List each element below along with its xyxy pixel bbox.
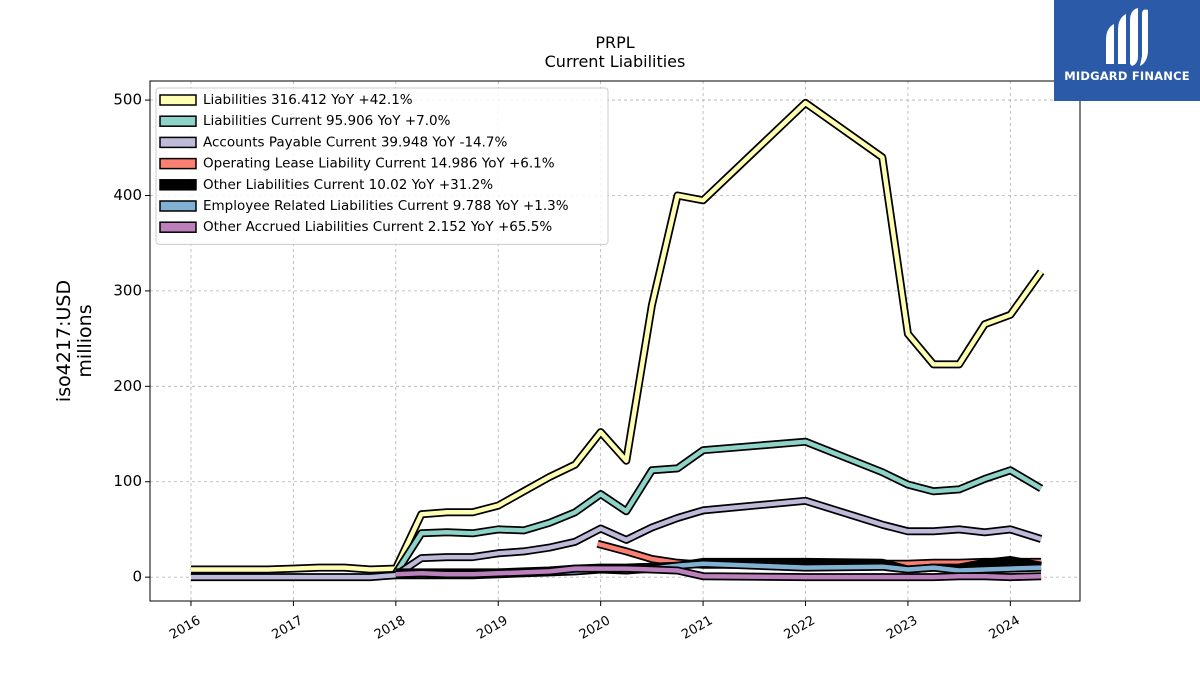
legend-label: Liabilities Current 95.906 YoY +7.0% [203, 113, 451, 129]
brand-name: MIDGARD FINANCE [1064, 69, 1190, 83]
x-tick-label: 2021 [679, 613, 715, 643]
legend-label: Operating Lease Liability Current 14.986… [203, 156, 555, 172]
series-line [393, 439, 1043, 575]
x-tick-label: 2024 [987, 613, 1023, 643]
x-tick-label: 2022 [782, 613, 818, 643]
legend-frame [155, 87, 609, 245]
x-tick-label: 2016 [167, 613, 203, 643]
legend-label: Other Liabilities Current 10.02 YoY +31.… [203, 177, 493, 193]
y-axis-label: iso4217:USD [53, 280, 75, 402]
legend-swatch [159, 179, 197, 191]
chart-subtitle: Current Liabilities [545, 52, 686, 71]
series-lines [191, 98, 1045, 582]
brand-mark-icon [1106, 8, 1148, 66]
y-tick-label: 0 [132, 568, 142, 586]
x-tick-label: 2019 [474, 613, 510, 643]
legend-swatch [159, 115, 197, 127]
series-line [191, 100, 1043, 572]
legend-swatch [159, 221, 197, 233]
legend-label: Other Accrued Liabilities Current 2.152 … [203, 219, 552, 235]
legend-label: Employee Related Liabilities Current 9.7… [203, 198, 569, 214]
legend-swatch [159, 157, 197, 170]
brand-logo: MIDGARD FINANCE [1054, 0, 1200, 101]
y-tick-label: 300 [113, 281, 142, 299]
y-tick-label: 200 [113, 377, 142, 395]
x-tick-label: 2018 [372, 613, 408, 643]
series-6 [395, 564, 1042, 582]
series-line [191, 498, 1042, 580]
plot-frame [149, 80, 1081, 602]
y-tick-label: 500 [113, 91, 142, 109]
legend-label: Liabilities 316.412 YoY +42.1% [203, 92, 413, 108]
series-0 [191, 98, 1045, 574]
legend-swatch [159, 136, 197, 149]
x-tick-label: 2017 [270, 613, 306, 643]
legend: Liabilities 316.412 YoY +42.1% Liabilitie… [155, 87, 609, 245]
x-tick-label: 2020 [577, 613, 613, 643]
series-line [395, 566, 1042, 580]
chart-title: PRPL [595, 33, 634, 52]
legend-label: Accounts Payable Current 39.948 YoY -14.… [203, 134, 508, 150]
series-2 [191, 496, 1043, 582]
legend-swatch [159, 94, 197, 106]
legend-swatch [159, 200, 197, 212]
x-tick-label: 2023 [884, 613, 920, 643]
y-axis-label-units: millions [74, 304, 96, 377]
y-tick-label: 400 [113, 186, 142, 204]
series-1 [392, 437, 1044, 576]
y-tick-label: 100 [113, 472, 142, 490]
